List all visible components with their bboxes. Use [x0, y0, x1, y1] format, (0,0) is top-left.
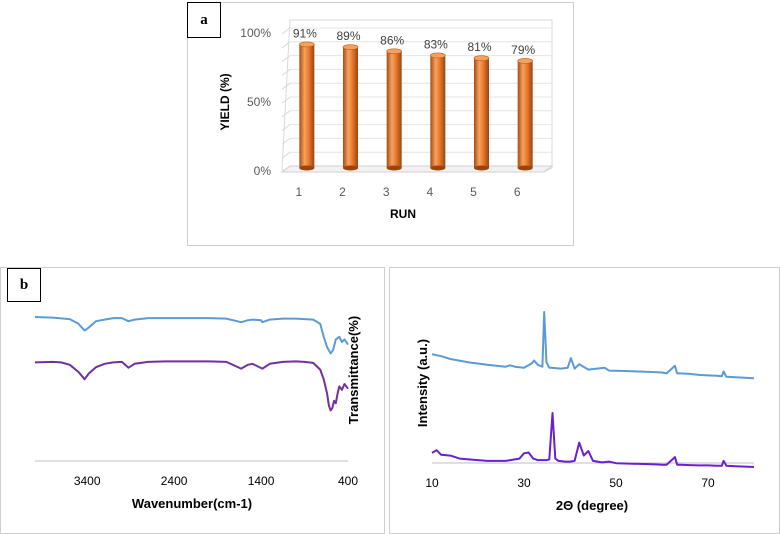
data-label: 83%: [424, 37, 448, 51]
gridline-side: [281, 27, 291, 35]
x-axis-label: Wavenumber(cm-1): [132, 496, 252, 511]
series-line-2: [34, 360, 349, 412]
gridline-side: [281, 151, 291, 159]
series-line-1: [431, 311, 755, 380]
panel-b-xrd-chart: [389, 267, 780, 534]
plot-floor: [280, 165, 554, 173]
bar-base: [517, 165, 533, 171]
bar-top: [299, 41, 315, 48]
yield-bar-chart: 0% 50% 100% YIELD (%) 91% 1 89% 2 86% 3 83% 4 81% 5 79…: [218, 19, 554, 221]
panel-b-ftir-chart: [0, 267, 385, 534]
y-axis-label: Intensity (a.u.): [415, 339, 430, 427]
bar-base: [386, 165, 402, 171]
bar: [430, 55, 446, 168]
panel-a-label: a: [187, 2, 221, 38]
y-tick-label: 50%: [247, 95, 271, 109]
bar: [517, 60, 533, 169]
x-tick-label: 70: [701, 476, 715, 490]
bar-top: [430, 52, 446, 59]
series-line-2: [431, 412, 755, 468]
x-tick-label: 30: [517, 476, 531, 490]
series-line-1: [34, 316, 349, 355]
x-tick-label: 2400: [161, 474, 188, 488]
bar-top: [473, 55, 490, 62]
x-tick-label: 4: [426, 185, 433, 199]
x-tick-label: 400: [338, 474, 358, 488]
gridline-side: [281, 110, 291, 118]
y-tick-label: 100%: [240, 26, 271, 40]
gridline-side: [281, 137, 291, 145]
x-tick-label: 1: [295, 185, 302, 199]
data-label: 89%: [336, 29, 360, 43]
bar-base: [343, 165, 358, 171]
y-axis-label: YIELD (%): [218, 73, 232, 130]
gridline-side: [281, 96, 291, 104]
x-tick-label: 6: [514, 185, 521, 199]
bar-base: [430, 165, 446, 171]
bar-top: [342, 44, 359, 50]
x-tick-label: 3400: [74, 474, 101, 488]
gridline-side: [281, 124, 291, 132]
x-axis-label: 2Θ (degree): [556, 498, 628, 513]
panel-b-label: b: [7, 268, 41, 302]
y-tick-label: 0%: [254, 164, 272, 178]
bar: [299, 44, 315, 168]
data-label: 81%: [467, 40, 491, 54]
x-tick-label: 50: [609, 476, 623, 490]
gridline-side: [281, 41, 291, 49]
data-label: 91%: [293, 26, 317, 40]
bar-base: [474, 165, 489, 171]
data-label: 79%: [511, 43, 535, 57]
y-axis-label: Transmittance(%): [346, 316, 361, 424]
gridline-side: [281, 82, 291, 90]
xrd-line-chart: 10 30 50 70 2Θ (degree) Intensity (a.u.): [415, 311, 755, 513]
x-tick-label: 3: [383, 185, 390, 199]
bar: [386, 51, 402, 168]
bar: [343, 47, 358, 168]
x-tick-label: 2: [339, 185, 346, 199]
gridline-side: [281, 69, 291, 76]
gridline-side: [281, 55, 291, 62]
x-tick-label: 10: [425, 476, 439, 490]
bar-base: [299, 165, 315, 171]
x-tick-label: 1400: [248, 474, 275, 488]
x-tick-label: 5: [470, 185, 477, 199]
bar: [474, 58, 489, 168]
ftir-line-chart: 3400 2400 1400 400 Wavenumber(cm-1) Transmitt…: [34, 316, 361, 511]
bar-top: [386, 48, 402, 55]
x-axis-label: RUN: [390, 207, 416, 221]
bar-top: [517, 58, 533, 64]
data-label: 86%: [380, 33, 404, 47]
panel-a-bar-chart: [187, 2, 574, 246]
